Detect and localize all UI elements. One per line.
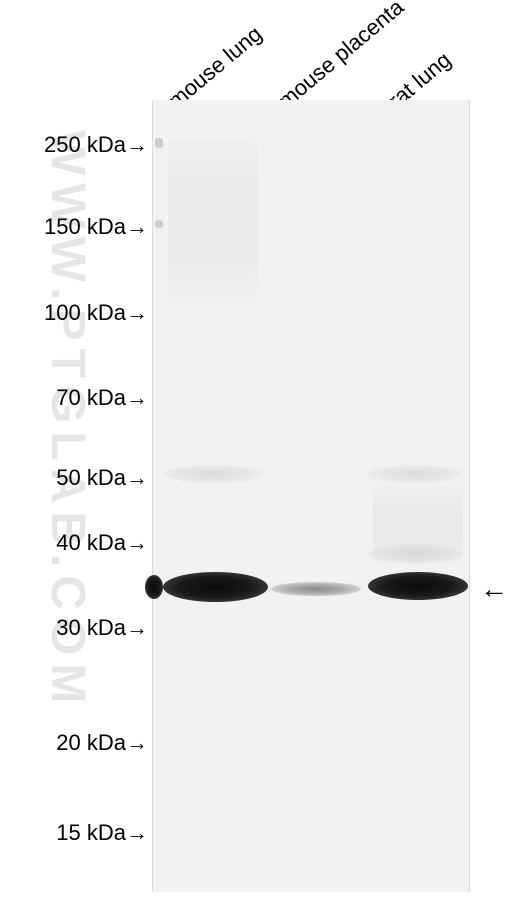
edge-artifact [145,575,163,599]
lane-labels-container: mouse lung mouse placenta rat lung [0,0,510,100]
mw-label-100: 100 kDa→ [22,300,148,326]
faint-band [368,545,463,563]
mw-label-250: 250 kDa→ [22,132,148,158]
mw-label-15: 15 kDa→ [35,820,148,846]
mw-label-70: 70 kDa→ [35,385,148,411]
faint-band [163,465,263,483]
band-lane3 [368,572,468,600]
band-lane1 [163,572,268,602]
ladder-tick [155,220,163,228]
target-band-arrow-icon: ← [480,573,508,605]
mw-label-20: 20 kDa→ [35,730,148,756]
faint-band [368,465,463,483]
band-lane2 [271,582,361,596]
ladder-tick [155,138,163,148]
blot-membrane [152,100,470,892]
mw-label-150: 150 kDa→ [22,214,148,240]
background-smudge [168,130,258,310]
mw-label-50: 50 kDa→ [35,465,148,491]
mw-label-30: 30 kDa→ [35,615,148,641]
mw-label-40: 40 kDa→ [35,530,148,556]
